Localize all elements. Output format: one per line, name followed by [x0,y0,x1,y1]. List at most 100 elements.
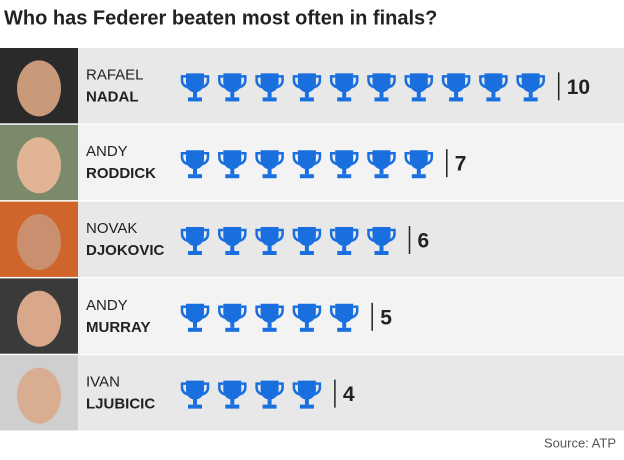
trophy-handle [180,75,189,89]
trophy-handle [292,228,301,243]
trophy-stem [267,245,272,251]
trophy-base [523,97,538,102]
trophy-base [225,174,240,179]
trophy-icon [180,303,210,332]
trophy-stem [193,245,197,251]
last-name: RODDICK [86,165,156,182]
trophy-handle [516,75,525,89]
trophy-cup [260,227,279,246]
trophy-handle [313,382,322,396]
trophy-handle [201,75,210,89]
trophy-handle [388,151,396,166]
trophy-stem [267,321,272,328]
trophy-cup [447,73,466,93]
trophy-row [180,150,434,179]
trophy-handle [255,382,264,396]
trophy-stem [379,91,384,98]
trophy-cup [372,150,391,170]
value-label: 4 [343,383,355,406]
trophy-stem [193,91,197,98]
player-face [17,214,61,270]
trophy-handle [329,228,338,243]
trophy-icon [292,380,322,409]
trophy-handle [404,151,413,166]
trophy-handle [425,75,434,89]
trophy-cup [297,73,316,93]
trophy-stem [304,168,309,175]
trophy-stem [528,91,533,98]
trophy-stem [304,321,309,328]
trophy-handle [462,75,471,89]
trophy-icon [404,73,434,102]
trophy-handle [350,305,359,319]
trophy-base [262,327,277,332]
trophy-handle [218,75,226,89]
trophy-stem [193,168,197,175]
trophy-handle [367,151,375,166]
trophy-handle [276,75,284,89]
trophy-icon [218,227,247,255]
player-face [17,290,61,347]
trophy-handle [388,75,396,89]
trophy-cup [186,303,204,323]
trophy-handle [276,151,284,166]
trophy-icon [367,150,396,179]
trophy-base [337,251,352,255]
trophy-icon [180,380,210,409]
trophy-handle [292,75,301,89]
trophy-base [225,97,240,102]
trophy-handle [255,228,264,243]
trophy-cup [223,73,242,93]
trophy-handle [276,228,284,243]
trophy-handle [350,228,359,243]
trophy-stem [230,168,235,175]
trophy-cup [335,73,354,93]
trophy-cup [260,150,279,170]
trophy-handle [329,151,338,166]
trophy-base [299,251,314,255]
trophy-icon [292,303,322,332]
trophy-base [374,251,389,255]
trophy-handle [313,151,322,166]
trophy-cup [186,150,204,170]
trophy-base [188,327,202,332]
trophy-handle [479,75,487,89]
trophy-handle [329,75,338,89]
trophy-base [374,97,389,102]
trophy-handle [499,75,508,89]
trophy-handle [238,382,247,396]
trophy-stem [267,168,272,175]
first-name: NOVAK [86,220,137,237]
trophy-icon [218,150,247,179]
trophy-stem [230,398,235,405]
trophy-stem [193,321,197,328]
trophy-icon [255,303,284,332]
trophy-stem [342,168,347,175]
trophy-icon [404,150,434,179]
trophy-stem [342,91,347,98]
trophy-cup [260,303,279,323]
trophy-icon [218,303,247,332]
trophy-cup [223,380,242,400]
trophy-icon [367,73,396,102]
trophy-handle [180,305,189,319]
trophy-icon [329,150,359,179]
trophy-handle [276,382,284,396]
trophy-cup [335,227,354,246]
trophy-handle [180,228,189,243]
trophy-row [180,303,359,332]
trophy-base [449,97,464,102]
trophy-handle [329,305,338,319]
trophy-stem [230,91,235,98]
trophy-base [411,97,426,102]
trophy-handle [367,228,375,243]
first-name: ANDY [86,143,128,160]
last-name: MURRAY [86,319,150,336]
trophy-handle [180,151,189,166]
trophy-base [225,327,240,332]
trophy-base [225,251,240,255]
trophy-stem [342,321,347,328]
trophy-handle [180,382,189,396]
trophy-base [299,174,314,179]
last-name: NADAL [86,88,139,105]
